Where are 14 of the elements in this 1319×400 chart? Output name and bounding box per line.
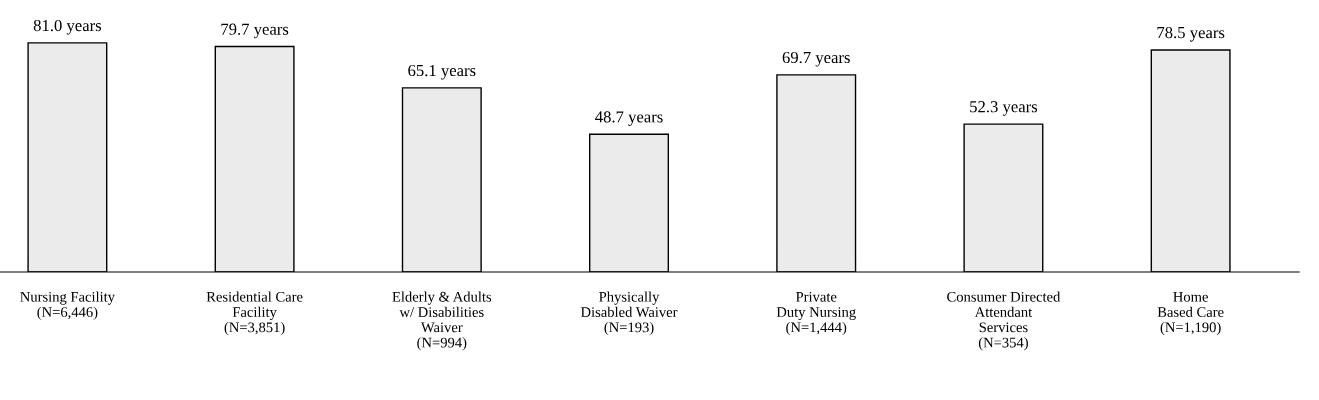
x-tick-label: Home Based Care (N=1,190) <box>1157 292 1224 336</box>
data-label: 78.5 years <box>1157 26 1225 42</box>
data-label: 48.7 years <box>595 111 663 126</box>
x-tick-label: Nursing Facility (N=6,446) <box>20 291 115 320</box>
data-label: 79.7 years <box>221 23 289 39</box>
data-label: 65.1 years <box>408 64 476 80</box>
data-label: 81.0 years <box>33 19 102 35</box>
x-tick-label: Private Duty Nursing (N=1,444) <box>776 291 856 336</box>
x-tick-label: Consumer Directed Attendant Services (N=354) <box>947 291 1061 351</box>
data-label: 69.7 years <box>782 51 850 67</box>
x-tick-label: Residential Care Facility (N=3,851) <box>206 291 303 336</box>
x-tick-label: Elderly & Adults w/ Disabilities Waiver (N=994) <box>392 291 492 351</box>
data-label: 52.3 years <box>970 101 1038 116</box>
x-tick-label: Physically Disabled Waiver (N=193) <box>580 291 678 336</box>
